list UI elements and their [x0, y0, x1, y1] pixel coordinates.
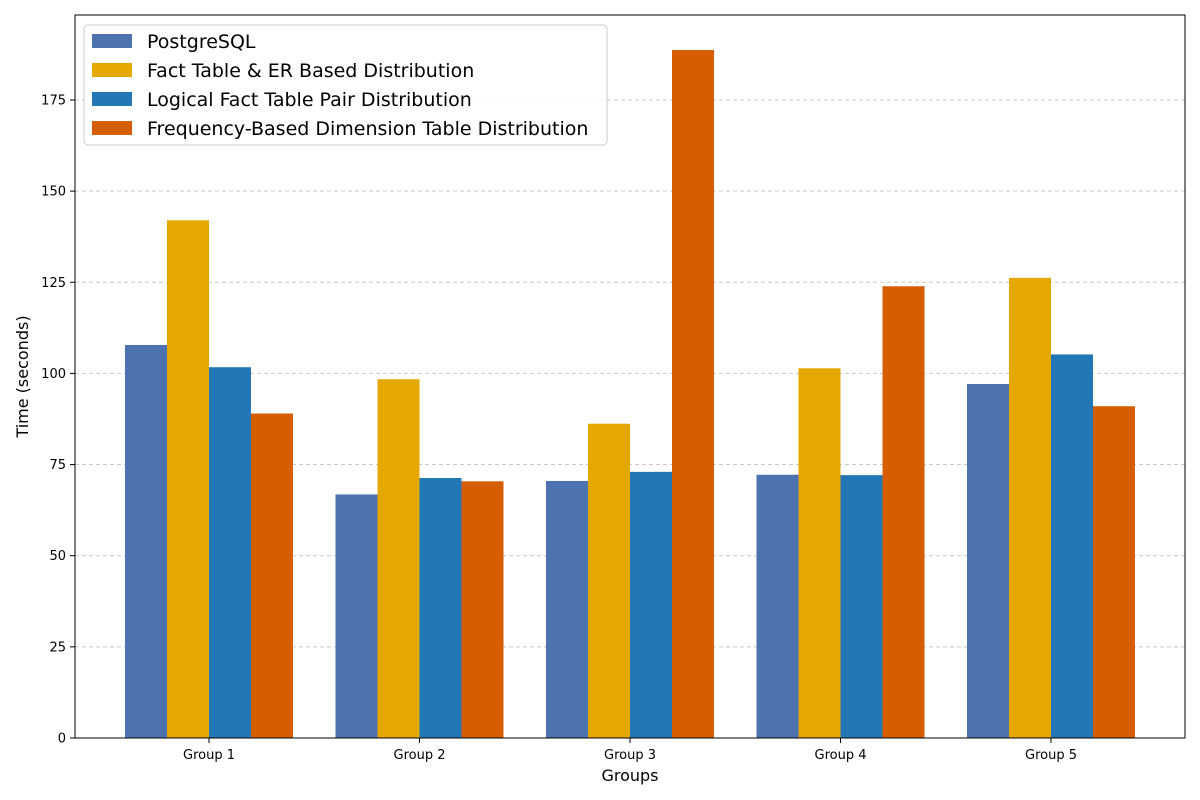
- bars: [125, 50, 1135, 738]
- y-tick-label: 150: [41, 185, 66, 200]
- x-axis-ticks: Group 1 Group 2 Group 3 Group 4 Group 5: [183, 738, 1077, 763]
- bar: [377, 379, 420, 738]
- bar: [588, 423, 630, 738]
- bar: [798, 368, 841, 738]
- legend-label: Logical Fact Table Pair Distribution: [147, 89, 472, 111]
- legend-swatch: [92, 63, 132, 77]
- y-tick-label: 50: [49, 549, 66, 564]
- y-tick-label: 75: [49, 458, 66, 473]
- y-tick-label: 175: [41, 93, 66, 108]
- bar: [546, 480, 588, 738]
- y-tick-label: 100: [41, 367, 66, 382]
- x-tick-label: Group 2: [394, 748, 446, 763]
- y-axis-ticks: 0 25 50 75 100 125 150 175: [41, 93, 75, 747]
- bar: [967, 383, 1009, 738]
- bar: [1093, 406, 1135, 738]
- bar: [840, 475, 883, 738]
- y-tick-label: 25: [49, 640, 66, 655]
- legend-swatch: [92, 92, 132, 106]
- legend: PostgreSQL Fact Table & ER Based Distribu…: [83, 24, 608, 146]
- bar: [461, 481, 504, 738]
- x-tick-label: Group 4: [815, 748, 867, 763]
- x-tick-label: Group 3: [604, 748, 656, 763]
- bar: [125, 344, 167, 738]
- x-tick-label: Group 5: [1025, 748, 1077, 763]
- legend-swatch: [92, 34, 132, 48]
- bar: [882, 286, 925, 738]
- y-axis-label: Time (seconds): [13, 315, 32, 438]
- legend-label: Frequency-Based Dimension Table Distribu…: [147, 118, 588, 140]
- bar: [209, 367, 251, 738]
- bar: [756, 474, 799, 738]
- legend-label: PostgreSQL: [147, 31, 256, 53]
- bar: [335, 494, 378, 738]
- bar: [419, 478, 462, 738]
- x-axis-label: Groups: [601, 766, 658, 785]
- bar: [251, 413, 293, 738]
- legend-box: [83, 24, 608, 146]
- bar: [630, 471, 672, 738]
- bar: [1051, 354, 1093, 738]
- y-tick-label: 125: [41, 276, 66, 291]
- x-tick-label: Group 1: [183, 748, 235, 763]
- bar: [672, 50, 714, 738]
- legend-label: Fact Table & ER Based Distribution: [147, 60, 474, 82]
- bar: [1009, 277, 1051, 738]
- y-tick-label: 0: [58, 732, 66, 747]
- bar: [167, 220, 209, 738]
- legend-swatch: [92, 121, 132, 135]
